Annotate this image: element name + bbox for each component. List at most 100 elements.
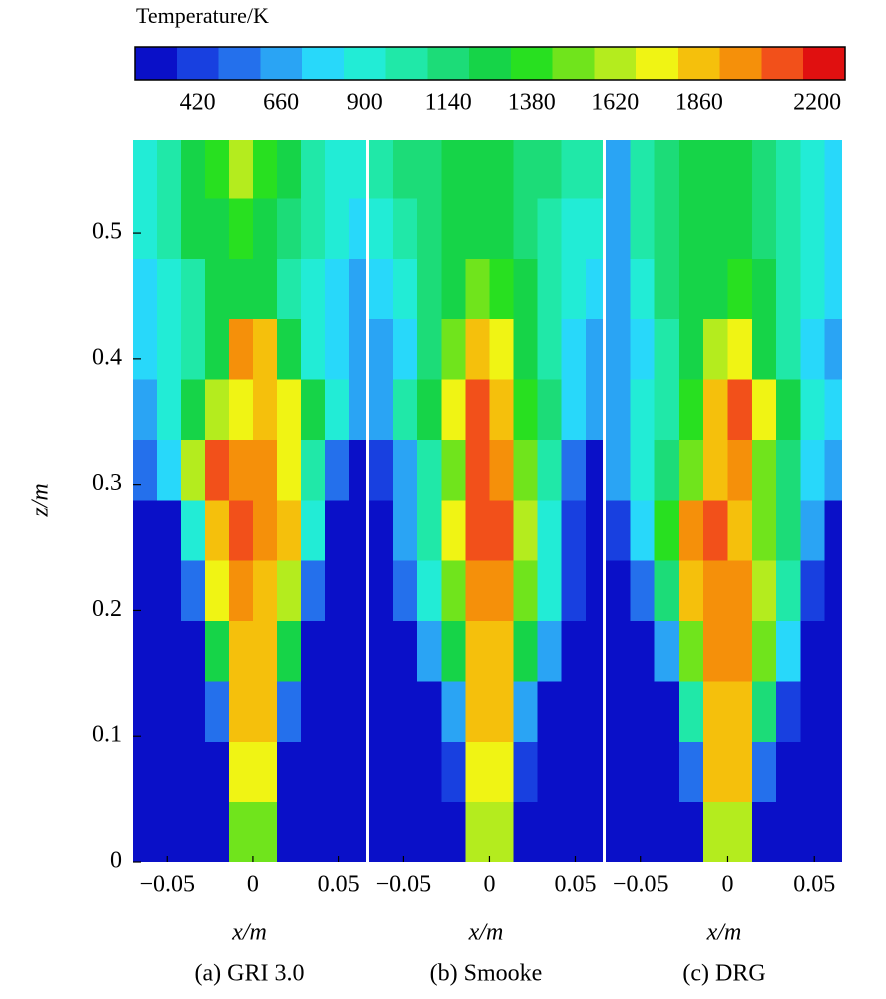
cell — [489, 140, 515, 199]
cell — [204, 439, 230, 501]
cell — [824, 439, 842, 501]
cell — [513, 680, 539, 742]
cell — [606, 378, 631, 440]
cell — [561, 258, 587, 320]
cell — [348, 680, 366, 742]
cell — [727, 318, 753, 380]
cell — [654, 258, 680, 320]
cell — [441, 680, 466, 742]
cell — [585, 318, 603, 380]
cell — [751, 560, 777, 622]
cell — [369, 378, 394, 440]
cell — [703, 680, 729, 742]
cell — [369, 197, 394, 259]
cell — [824, 560, 842, 622]
cell — [228, 439, 254, 501]
cell — [300, 680, 326, 742]
cell — [703, 258, 729, 320]
cell — [800, 439, 826, 501]
cell — [606, 258, 631, 320]
cell — [417, 499, 442, 561]
panel-title: (a) GRI 3.0 — [195, 961, 305, 987]
cell — [252, 318, 278, 380]
cell — [513, 741, 539, 803]
cell — [703, 801, 729, 862]
cell — [276, 378, 302, 440]
cell — [678, 258, 704, 320]
cell — [133, 197, 158, 259]
cell — [369, 741, 394, 803]
cell — [751, 680, 777, 742]
x-tick-label: −0.05 — [376, 872, 432, 898]
cell — [489, 620, 515, 682]
panel-title: (b) Smooke — [430, 961, 543, 987]
cell — [800, 140, 826, 199]
cell — [369, 258, 394, 320]
cell — [228, 258, 254, 320]
cell — [180, 560, 206, 622]
cell — [133, 318, 158, 380]
cell — [703, 620, 729, 682]
cell — [348, 439, 366, 501]
cell — [561, 140, 587, 199]
cell — [513, 499, 539, 561]
cell — [727, 680, 753, 742]
cell — [561, 378, 587, 440]
cell — [824, 318, 842, 380]
cell — [703, 197, 729, 259]
cell — [324, 197, 350, 259]
cell — [393, 197, 418, 259]
cell — [180, 620, 206, 682]
cell — [630, 258, 656, 320]
cell — [417, 741, 442, 803]
cell — [654, 318, 680, 380]
cell — [513, 560, 539, 622]
colorbar-tick-label: 660 — [263, 90, 299, 116]
cell — [300, 197, 326, 259]
cell — [585, 680, 603, 742]
cell — [489, 318, 515, 380]
cell — [465, 258, 491, 320]
cell — [417, 680, 442, 742]
cell — [369, 560, 394, 622]
cell — [678, 680, 704, 742]
cell — [776, 620, 801, 682]
colorbar-band — [510, 47, 554, 80]
cell — [417, 258, 442, 320]
cell — [393, 378, 418, 440]
cell — [300, 741, 326, 803]
cell — [180, 680, 206, 742]
cell — [441, 560, 466, 622]
cell — [228, 140, 254, 199]
cell — [727, 499, 753, 561]
cell — [393, 680, 418, 742]
cell — [204, 560, 230, 622]
cell — [156, 439, 182, 501]
cell — [751, 620, 777, 682]
y-tick-label: 0.3 — [92, 470, 122, 496]
colorbar-frame — [134, 46, 846, 81]
cell — [537, 197, 563, 259]
cell — [180, 499, 206, 561]
cell — [561, 439, 587, 501]
cell — [630, 801, 656, 862]
cell — [252, 140, 278, 199]
cell — [156, 560, 182, 622]
cell — [727, 560, 753, 622]
cell — [703, 378, 729, 440]
cell — [348, 560, 366, 622]
cell — [417, 140, 442, 199]
cell — [585, 741, 603, 803]
colorbar-band — [302, 47, 345, 80]
colorbar-band — [803, 47, 846, 80]
colorbar-tick-label: 1860 — [675, 90, 723, 116]
panel — [606, 140, 842, 862]
cell — [156, 499, 182, 561]
cell — [824, 620, 842, 682]
cell — [489, 439, 515, 501]
colorbar-band — [761, 47, 804, 80]
cell — [300, 620, 326, 682]
cell — [324, 620, 350, 682]
cell — [654, 197, 680, 259]
colorbar-tick-label: 1620 — [591, 90, 639, 116]
